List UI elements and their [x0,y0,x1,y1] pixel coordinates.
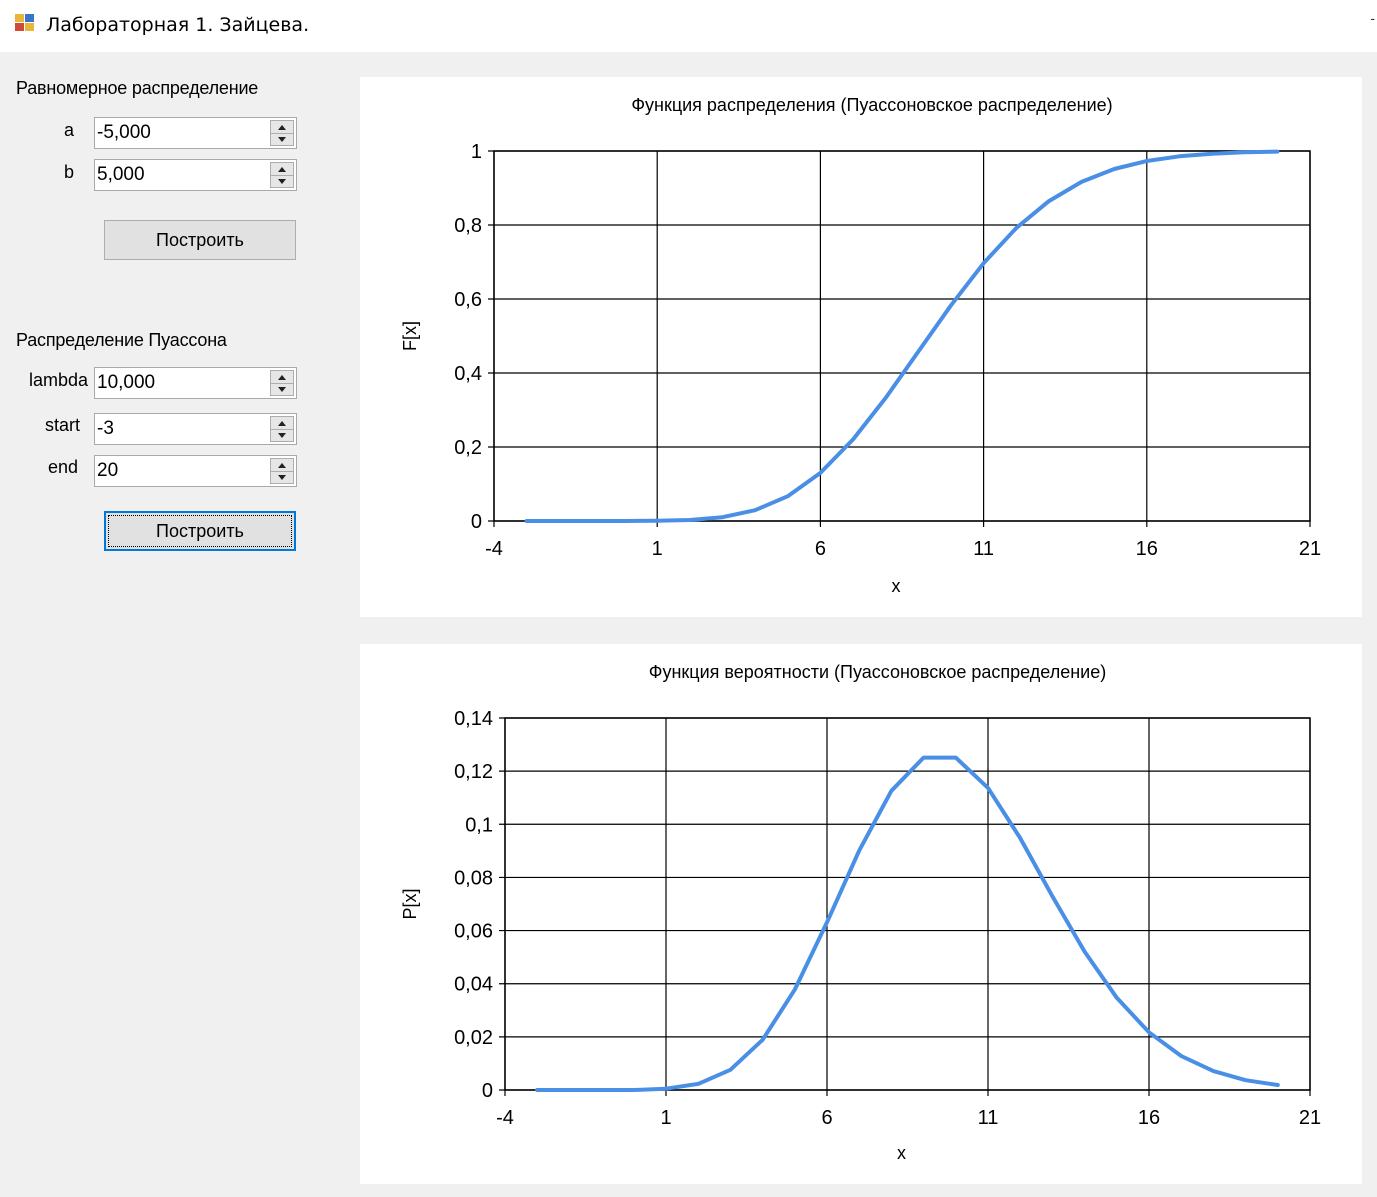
cdf-chart: Функция распределения (Пуассоновское рас… [400,95,1321,596]
poisson-build-button[interactable]: Построить [104,511,296,551]
y-tick-label: 0,02 [454,1027,493,1049]
y-tick-label: 0,1 [465,814,493,836]
x-axis-label: x [897,1143,906,1163]
title-suffix: - [1370,10,1375,26]
x-tick-label: 11 [978,1107,999,1129]
y-tick-label: 0,2 [454,437,482,459]
y-tick-label: 0,14 [454,708,493,730]
end-spinner[interactable] [270,458,294,484]
x-tick-label: 6 [821,1107,832,1129]
end-label: end [47,457,78,477]
window-title: Лабораторная 1. Зайцева. [46,14,310,36]
x-tick-label: 16 [1136,538,1158,560]
b-spin-up-button[interactable] [271,163,293,176]
y-tick-label: 0,04 [454,974,493,996]
lambda-spin-down-button[interactable] [271,383,293,395]
y-tick-label: 0,08 [454,867,493,889]
a-label: a [63,120,74,140]
arrow-down-icon [278,474,286,480]
start-spinner[interactable] [270,416,294,442]
x-tick-label: 11 [973,538,994,560]
y-tick-label: 0,12 [454,761,493,783]
start-spin-down-button[interactable] [271,429,293,441]
a-spinner[interactable] [270,120,294,146]
y-axis-label: P[x] [400,888,420,919]
arrow-up-icon [278,166,286,172]
pmf-chart: Функция вероятности (Пуассоновское распр… [400,662,1321,1163]
plot-area-frame [504,717,1311,1091]
y-axis-label: F[x] [400,321,420,351]
series-line [524,149,1280,523]
x-axis-label: x [892,576,901,596]
arrow-up-icon [278,374,286,380]
lambda-spin-up-button[interactable] [271,371,293,384]
uniform-group-label: Равномерное распределение [16,78,259,98]
a-spin-up-button[interactable] [271,121,293,134]
start-input[interactable] [95,414,267,444]
pmf-chart-panel: Функция вероятности (Пуассоновское распр… [360,644,1362,1184]
b-numeric-field[interactable] [94,159,297,191]
x-tick-label: 1 [652,538,663,560]
x-tick-label: 21 [1299,1107,1321,1129]
y-tick-label: 0,4 [454,363,482,385]
x-tick-label: 6 [815,538,826,560]
y-tick-label: 0 [482,1080,493,1102]
lambda-numeric-field[interactable] [94,367,297,399]
b-input[interactable] [95,160,267,190]
end-spin-down-button[interactable] [271,471,293,483]
series-line [535,755,1280,1092]
app-icon [14,13,36,33]
x-tick-label: 21 [1299,538,1321,560]
y-tick-label: 0,06 [454,921,493,943]
arrow-down-icon [278,178,286,184]
start-label: start [44,415,80,435]
arrow-up-icon [278,420,286,426]
cdf-chart-panel: Функция распределения (Пуассоновское рас… [360,77,1362,617]
plot-area-frame [493,150,1311,522]
y-tick-label: 0,8 [454,215,482,237]
x-tick-label: -4 [496,1107,514,1129]
end-numeric-field[interactable] [94,455,297,487]
start-spin-up-button[interactable] [271,417,293,430]
arrow-down-icon [278,432,286,438]
chart-title: Функция распределения (Пуассоновское рас… [631,95,1112,115]
arrow-up-icon [278,124,286,130]
a-input[interactable] [95,118,267,148]
uniform-build-button[interactable]: Построить [104,220,296,260]
poisson-group-label: Распределение Пуассона [16,330,227,350]
lambda-label: lambda [28,370,88,390]
title-bar: Лабораторная 1. Зайцева. - [0,0,1377,52]
arrow-up-icon [278,462,286,468]
end-spin-up-button[interactable] [271,459,293,472]
y-tick-label: 0 [471,511,482,533]
b-spin-down-button[interactable] [271,175,293,187]
arrow-down-icon [278,386,286,392]
start-numeric-field[interactable] [94,413,297,445]
lambda-spinner[interactable] [270,370,294,396]
b-label: b [63,162,74,182]
chart-title: Функция вероятности (Пуассоновское распр… [649,662,1106,682]
arrow-down-icon [278,136,286,142]
y-tick-label: 1 [471,141,482,163]
b-spinner[interactable] [270,162,294,188]
y-tick-label: 0,6 [454,289,482,311]
x-tick-label: -4 [485,538,503,560]
a-spin-down-button[interactable] [271,133,293,145]
a-numeric-field[interactable] [94,117,297,149]
end-input[interactable] [95,456,267,486]
x-tick-label: 16 [1138,1107,1160,1129]
lambda-input[interactable] [95,368,267,398]
x-tick-label: 1 [660,1107,671,1129]
